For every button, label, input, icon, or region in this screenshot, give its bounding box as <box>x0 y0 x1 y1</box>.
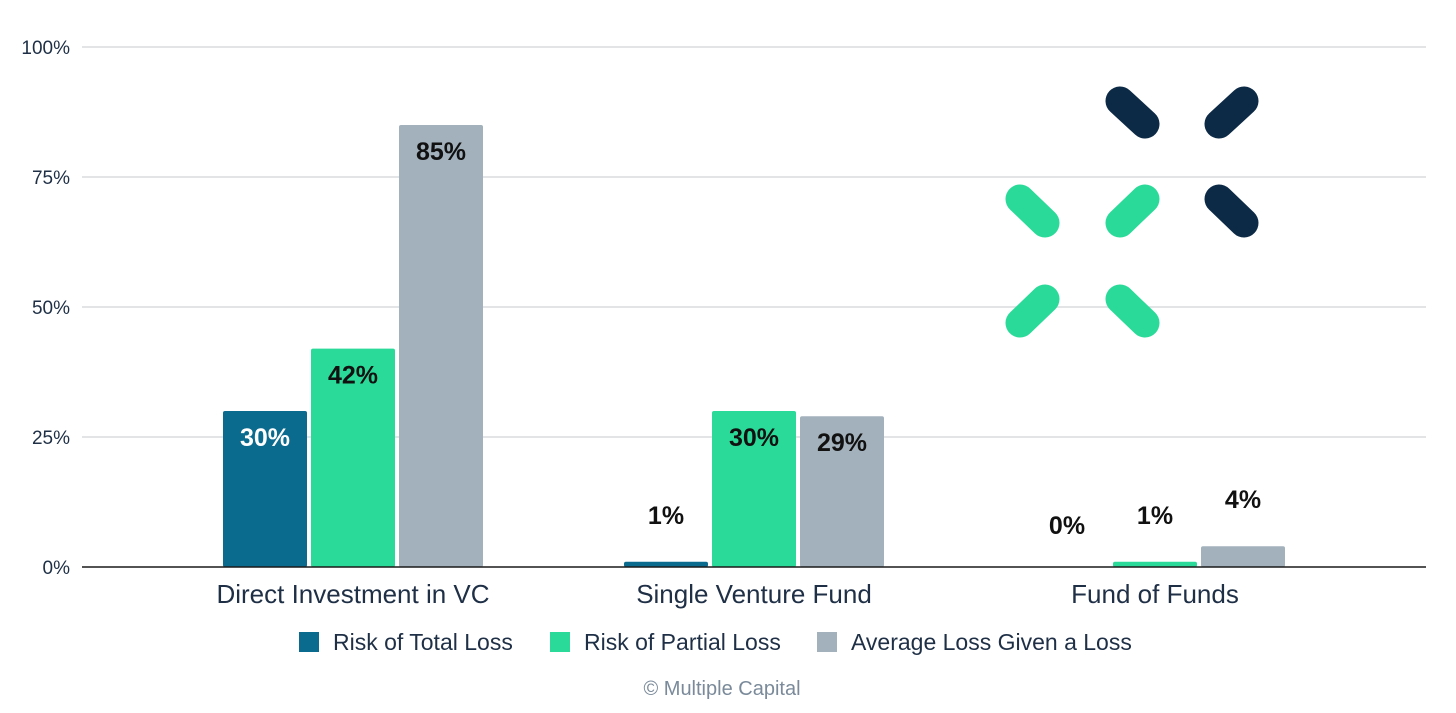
category-label: Fund of Funds <box>1071 579 1239 609</box>
legend-swatch <box>817 632 837 652</box>
bar <box>712 411 796 567</box>
logo-stroke <box>1204 86 1259 139</box>
y-tick-label: 75% <box>32 168 70 189</box>
y-tick-label: 50% <box>32 298 70 319</box>
data-label: 4% <box>1225 486 1261 514</box>
data-label: 1% <box>648 502 684 530</box>
logo-stroke <box>1105 86 1160 139</box>
data-label: 0% <box>1049 512 1085 540</box>
multiple-capital-logo-icon <box>1005 86 1259 338</box>
y-tick-label: 100% <box>21 38 70 59</box>
legend-label: Risk of Partial Loss <box>584 629 781 655</box>
data-label: 30% <box>240 424 290 452</box>
data-label: 85% <box>416 138 466 166</box>
bar <box>311 348 395 567</box>
bar <box>399 125 483 567</box>
y-tick-label: 25% <box>32 428 70 449</box>
bars: 30% 42% 85% 1% 30% 29% 0% 1% 4% <box>223 125 1285 567</box>
legend-label: Risk of Total Loss <box>333 629 513 655</box>
legend-label: Average Loss Given a Loss <box>851 629 1132 655</box>
logo-stroke <box>1005 184 1060 238</box>
legend-swatch <box>550 632 570 652</box>
data-label: 29% <box>817 429 867 457</box>
axes: 0% 25% 50% 75% 100% Direct Investment in VC Si… <box>21 38 1426 609</box>
copyright-credit: © Multiple Capital <box>643 678 800 700</box>
category-label: Direct Investment in VC <box>216 579 489 609</box>
category-label: Single Venture Fund <box>636 579 872 609</box>
logo-stroke <box>1105 284 1160 338</box>
data-label: 42% <box>328 362 378 390</box>
bar <box>223 411 307 567</box>
data-label: 30% <box>729 424 779 452</box>
legend-swatch <box>299 632 319 652</box>
logo-stroke <box>1204 184 1259 238</box>
bar <box>1201 546 1285 567</box>
logo-stroke <box>1105 184 1160 238</box>
logo-stroke <box>1005 284 1060 338</box>
legend: Risk of Total Loss Risk of Partial Loss Av… <box>299 629 1132 655</box>
data-label: 1% <box>1137 502 1173 530</box>
y-tick-label: 0% <box>43 558 71 579</box>
bar <box>624 561 708 567</box>
bar <box>1113 561 1197 567</box>
bar <box>800 416 884 567</box>
